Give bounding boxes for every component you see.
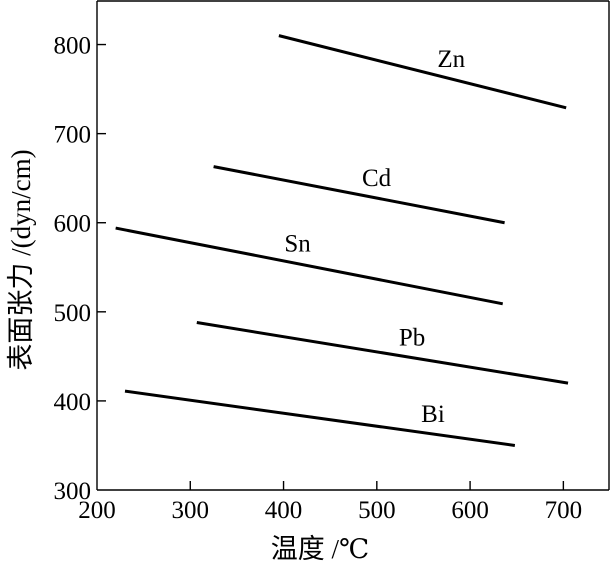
x-axis-title: 温度 /℃ [271,534,369,564]
series-label-zn: Zn [437,46,465,73]
y-tick-label: 500 [54,300,92,327]
x-tick-label: 600 [451,497,489,524]
series-line-pb [196,321,569,385]
series-label-bi: Bi [421,401,445,428]
y-axis-title: 表面张力 /(dyn/cm) [6,149,36,370]
x-tick-label: 200 [78,497,116,524]
series-labels: Zn Cd Sn Pb Bi [284,46,465,428]
series-line-sn [115,226,504,306]
series-lines [115,34,569,447]
y-tick-label: 300 [54,478,92,505]
x-tick-label: 500 [358,497,396,524]
series-line-bi [124,389,516,447]
y-tick-label: 700 [54,122,92,149]
y-tick-label: 600 [54,211,92,238]
x-tick-label: 300 [172,497,210,524]
series-line-cd [213,165,505,225]
series-line-zn [278,34,567,110]
series-label-sn: Sn [284,231,311,258]
x-tick-label: 400 [265,497,303,524]
series-label-cd: Cd [362,165,392,192]
y-tick-label: 400 [54,389,92,416]
y-tick-label: 800 [54,33,92,60]
x-tick-label: 700 [545,497,583,524]
series-label-pb: Pb [399,325,425,352]
